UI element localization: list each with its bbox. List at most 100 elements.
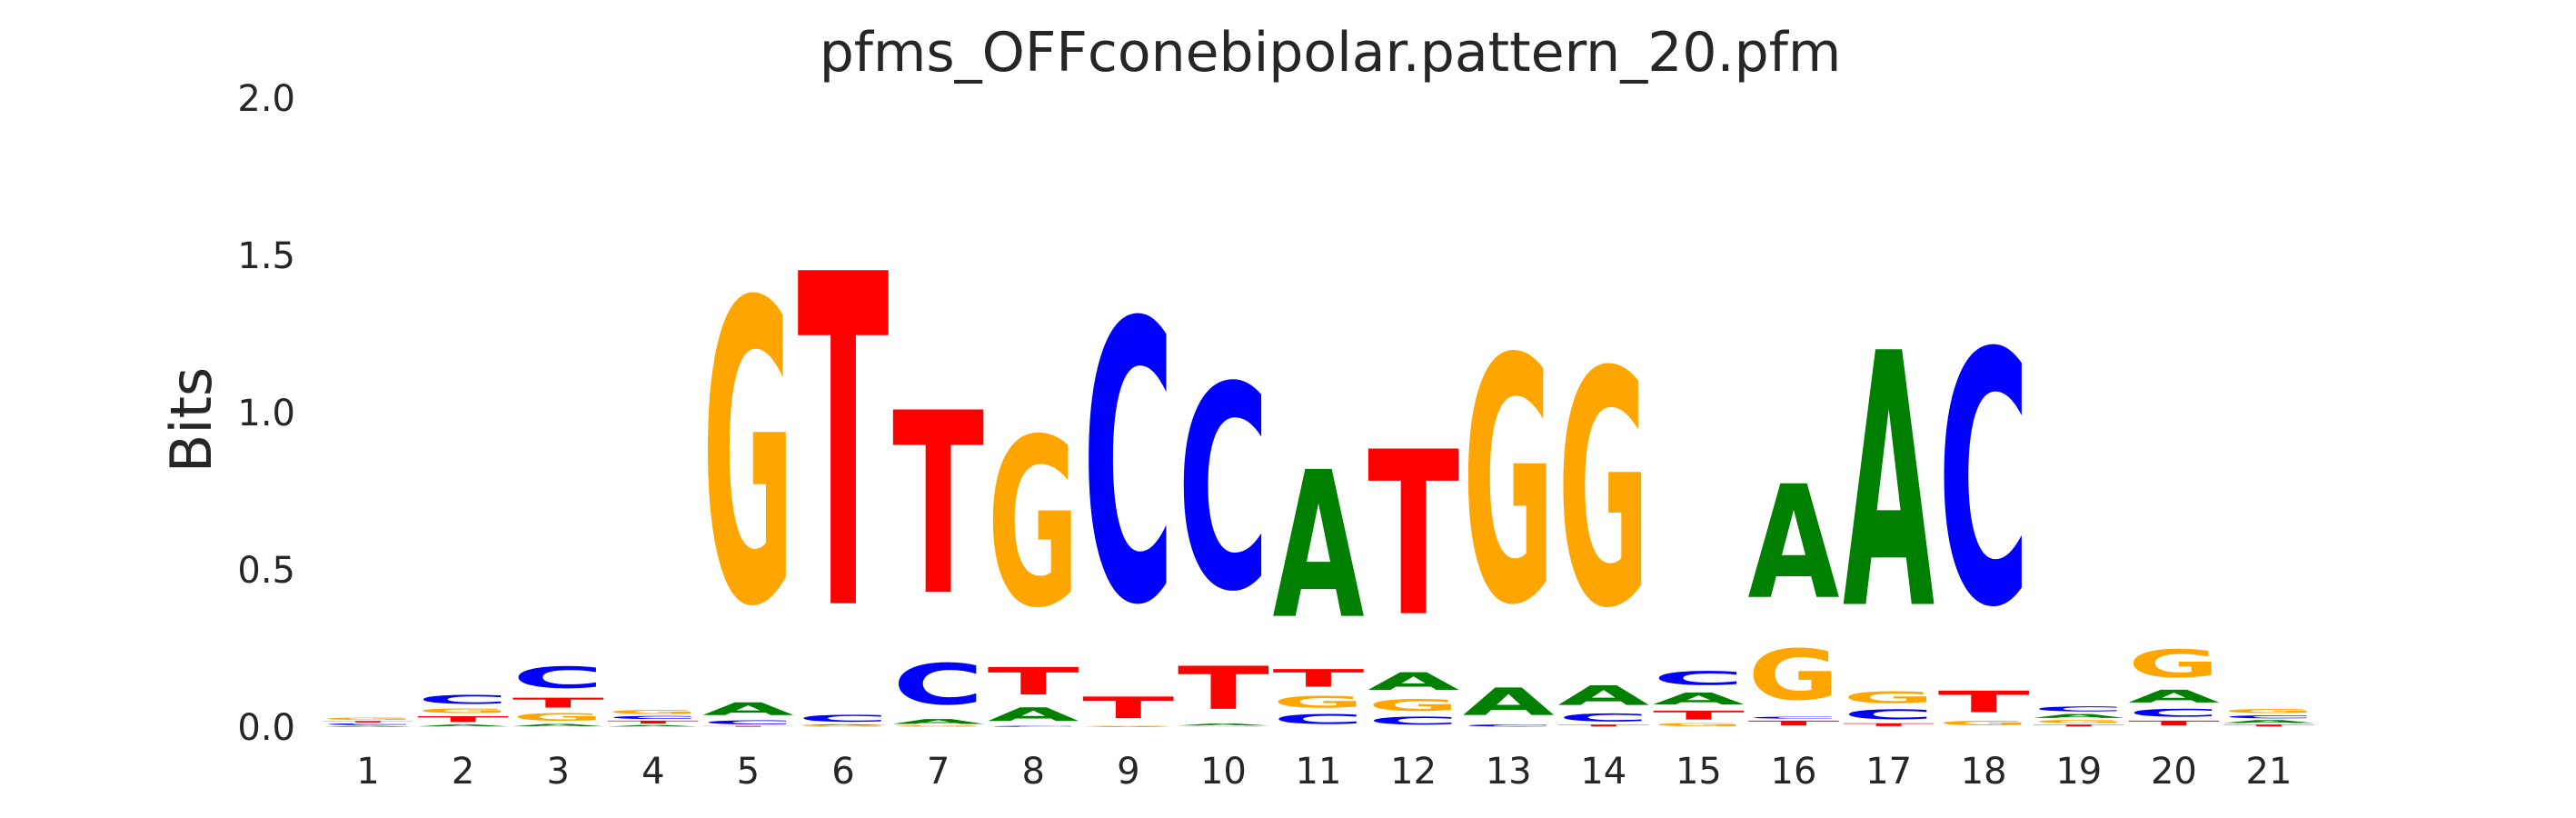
x-tick-label: 1 [356, 751, 379, 793]
logo-letter-t: T [417, 714, 509, 723]
logo-letter-c: C [512, 661, 604, 695]
logo-letter-t: T [1082, 691, 1174, 725]
x-tick-label: 15 [1676, 751, 1722, 793]
logo-letters: ACTGATGCAGTCATCGTCAGGACTGACTCATGAGTCGATC… [323, 180, 2315, 727]
logo-letter-a: A [988, 703, 1079, 725]
y-axis-label: Bits [158, 367, 224, 473]
logo-letter-t: T [1843, 723, 1934, 727]
x-tick-label: 2 [452, 751, 474, 793]
logo-letter-c: C [1938, 280, 2030, 683]
logo-letter-t: T [323, 721, 414, 723]
logo-letter-g: G [512, 711, 604, 723]
y-tick-label: 0.5 [237, 550, 295, 592]
logo-letter-c: C [2128, 707, 2220, 720]
logo-letter-t: T [1938, 685, 2030, 720]
logo-letter-t: T [1653, 708, 1745, 723]
x-tick-label: 4 [642, 751, 664, 793]
logo-letter-t: T [1368, 404, 1459, 667]
logo-letter-t: T [1557, 724, 1649, 727]
logo-letter-a: A [1653, 690, 1745, 709]
logo-letter-a: A [2223, 719, 2315, 723]
x-tick-label: 10 [1200, 751, 1247, 793]
logo-letter-a: A [1843, 280, 1935, 686]
logo-letter-a: A [512, 723, 604, 727]
logo-letter-a: A [417, 724, 509, 727]
logo-letter-g: G [1082, 725, 1174, 726]
logo-letter-c: C [1557, 712, 1649, 724]
logo-letter-a: A [607, 724, 699, 727]
logo-letter-g: G [892, 725, 984, 727]
logo-letter-c: C [1178, 329, 1269, 654]
x-tick-label: 11 [1296, 751, 1342, 793]
x-tick-label: 5 [737, 751, 760, 793]
logo-letter-a: A [2128, 686, 2220, 706]
y-tick-label: 1.5 [237, 235, 295, 277]
x-tick-label: 18 [1961, 751, 2007, 793]
logo-letter-c: C [797, 713, 889, 724]
logo-letter-a: A [892, 718, 985, 726]
logo-letter-a: A [1557, 680, 1649, 711]
x-tick-label: 8 [1021, 751, 1044, 793]
logo-letter-g: G [798, 725, 890, 727]
logo-letter-g: G [2033, 719, 2124, 723]
logo-letter-g: G [1463, 287, 1555, 679]
x-tick-label: 12 [1390, 751, 1437, 793]
logo-letter-t: T [1178, 654, 1269, 723]
logo-letter-c: C [1747, 716, 1839, 719]
y-axis-ticks: 0.0 0.5 1.0 1.5 2.0 [237, 78, 295, 749]
logo-letter-c: C [1463, 724, 1555, 727]
logo-letter-g: G [702, 214, 794, 697]
logo-letter-g: G [2128, 643, 2220, 686]
logo-letter-c: C [702, 719, 794, 725]
logo-letter-t: T [607, 720, 699, 724]
logo-letter-g: G [417, 707, 509, 715]
y-tick-label: 0.0 [237, 707, 295, 749]
logo-letter-t: T [2223, 724, 2315, 727]
x-axis-ticks: 1 2 3 4 5 6 7 8 9 10 11 12 13 14 15 16 17 18 19 20 21 [356, 751, 2292, 793]
logo-letter-c: C [2033, 705, 2124, 713]
logo-letter-a: A [1368, 668, 1459, 696]
logo-letter-t: T [892, 361, 984, 652]
logo-letter-c: C [892, 653, 984, 718]
logo-letter-g: G [1653, 723, 1745, 727]
logo-letter-g: G [1843, 688, 1934, 707]
logo-letter-g: G [988, 391, 1079, 659]
logo-letter-g: G [1748, 635, 1840, 716]
x-tick-label: 16 [1771, 751, 1817, 793]
logo-letter-t: T [2128, 719, 2220, 727]
logo-letter-c: C [1368, 714, 1459, 727]
y-tick-label: 2.0 [237, 78, 295, 120]
logo-letter-g: G [1178, 726, 1269, 727]
logo-letter-g: G [323, 717, 414, 721]
logo-letter-g: G [1273, 693, 1365, 712]
logo-letter-t: T [512, 695, 604, 711]
logo-letter-g: G [1557, 303, 1649, 679]
x-tick-label: 9 [1117, 751, 1139, 793]
chart-title: pfms_OFFconebipolar.pattern_20.pfm [820, 21, 1842, 85]
logo-letter-g: G [607, 709, 699, 715]
x-tick-label: 17 [1865, 751, 1912, 793]
logo-letter-a: A [798, 724, 890, 726]
x-tick-label: 21 [2246, 751, 2293, 793]
logo-letter-c: C [1653, 668, 1745, 690]
x-tick-label: 7 [927, 751, 950, 793]
logo-letter-a: A [702, 699, 794, 719]
logo-letter-a: A [1178, 723, 1269, 725]
y-tick-label: 1.0 [237, 393, 295, 434]
logo-letter-c: C [323, 723, 414, 726]
logo-letter-g: G [1938, 719, 2030, 727]
logo-letter-t: T [1273, 664, 1365, 693]
x-tick-label: 19 [2055, 751, 2102, 793]
logo-letter-a: A [1748, 453, 1840, 633]
logo-letter-a: A [323, 725, 414, 727]
x-tick-label: 6 [831, 751, 854, 793]
logo-letter-a: A [1463, 680, 1555, 723]
logo-letter-c: C [1082, 243, 1174, 690]
logo-letter-g: G [1368, 695, 1459, 714]
logo-letter-c: C [988, 725, 1079, 727]
logo-letter-c: C [607, 715, 699, 720]
logo-letter-t: T [1748, 719, 1840, 727]
logo-letter-c: C [417, 693, 509, 707]
